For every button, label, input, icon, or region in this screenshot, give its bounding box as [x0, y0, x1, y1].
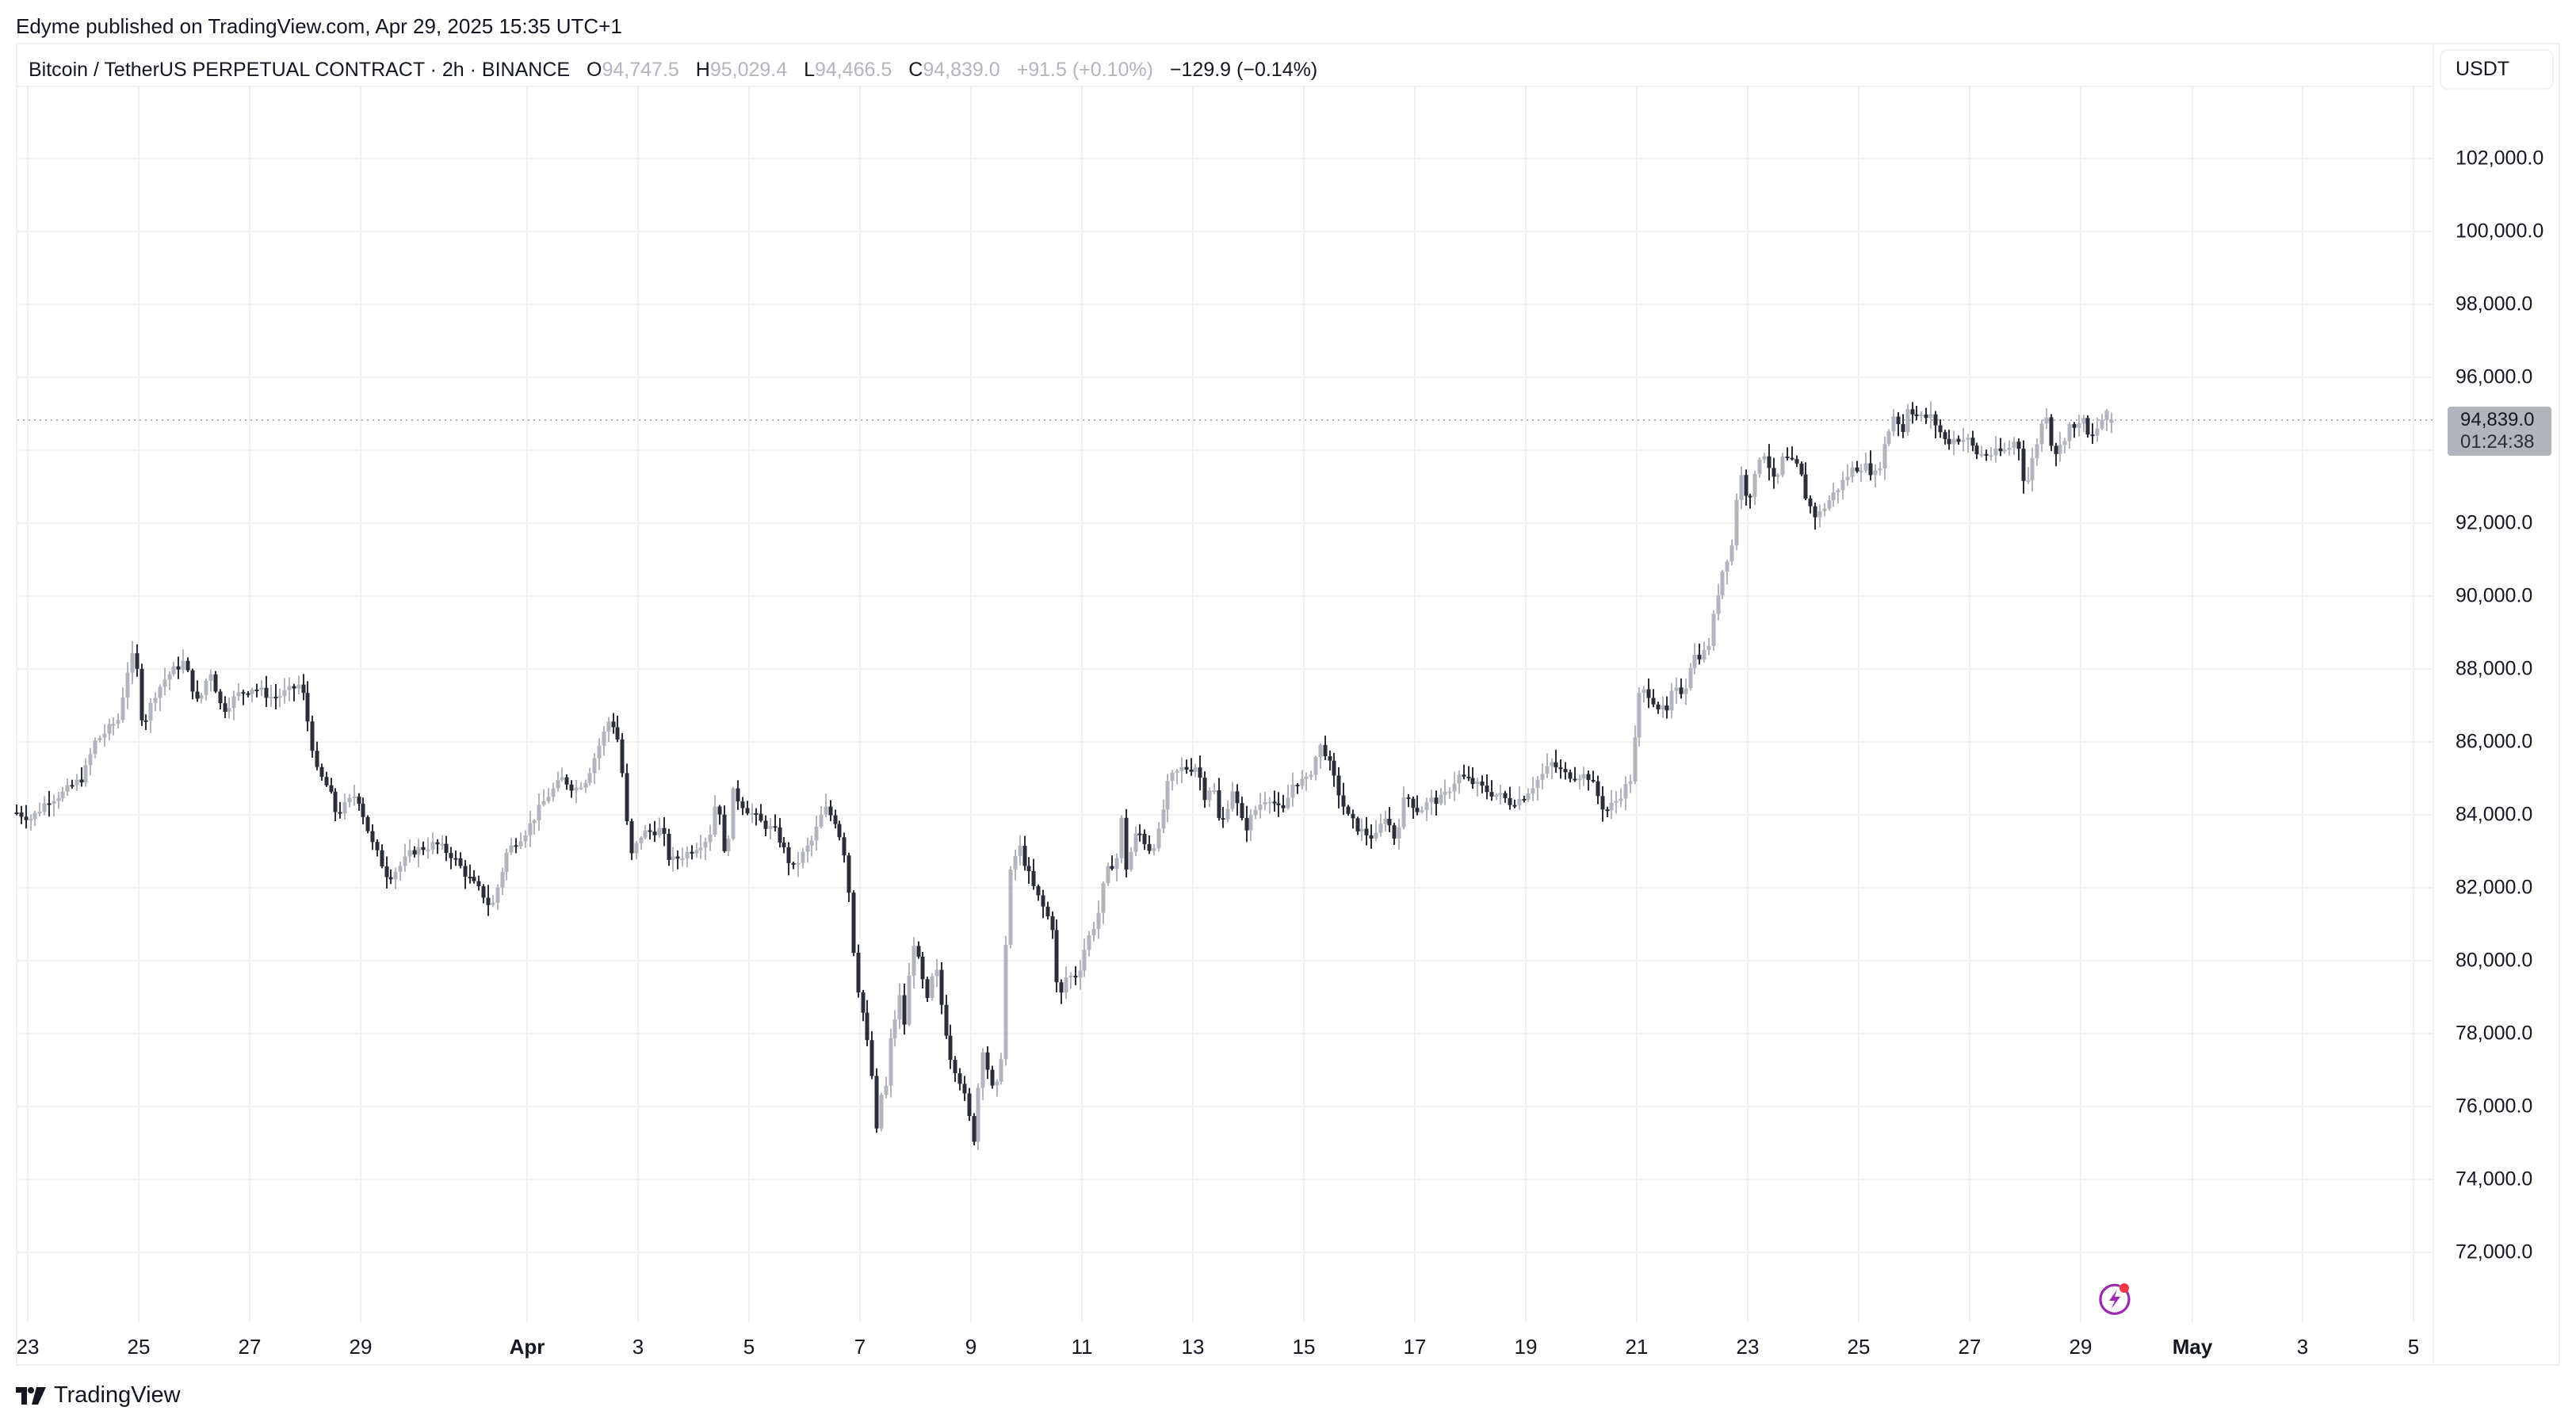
date-axis-label: 9 — [965, 1335, 977, 1359]
price-axis-label: 78,000.0 — [2456, 1022, 2533, 1045]
date-axis-label: 27 — [238, 1335, 262, 1359]
price-axis-label: 72,000.0 — [2456, 1240, 2533, 1263]
price-axis-label: 96,000.0 — [2456, 365, 2533, 388]
price-axis-label: 76,000.0 — [2456, 1095, 2533, 1118]
date-axis-label: 13 — [1181, 1335, 1205, 1359]
date-axis-label: 25 — [1847, 1335, 1871, 1359]
date-axis-label: 27 — [1958, 1335, 1982, 1359]
chart-grid — [17, 86, 2433, 1323]
close-value: 94,839.0 — [923, 59, 1000, 81]
date-axis-label: 7 — [854, 1335, 866, 1359]
date-axis-label: 5 — [743, 1335, 755, 1359]
price-axis-label: 102,000.0 — [2456, 147, 2544, 170]
date-axis-label: 21 — [1625, 1335, 1649, 1359]
last-price-value: 94,839.0 — [2460, 409, 2535, 430]
date-axis-label: May — [2172, 1335, 2213, 1359]
tradingview-logo-text: TradingView — [54, 1382, 181, 1408]
date-axis-label: 29 — [349, 1335, 373, 1359]
tradingview-logo-icon — [16, 1386, 46, 1405]
indicator-change-value: −129.9 (−0.14%) — [1169, 59, 1318, 81]
price-axis-label: 80,000.0 — [2456, 949, 2533, 972]
price-axis-label: 98,000.0 — [2456, 292, 2533, 315]
date-axis-label: Apr — [509, 1335, 545, 1359]
bar-countdown: 01:24:38 — [2460, 431, 2535, 453]
date-axis-label: 29 — [2069, 1335, 2093, 1359]
date-axis-label: 25 — [127, 1335, 151, 1359]
last-price-label: 94,839.0 01:24:38 — [2448, 407, 2551, 456]
date-axis-label: 23 — [16, 1335, 40, 1359]
price-axis-label: 100,000.0 — [2456, 220, 2544, 243]
price-axis-label: 86,000.0 — [2456, 730, 2533, 753]
low-label: L — [804, 59, 815, 81]
symbol-legend: Bitcoin / TetherUS PERPETUAL CONTRACT · … — [29, 59, 1317, 82]
tradingview-logo[interactable]: TradingView — [16, 1382, 181, 1409]
chart-frame — [16, 43, 2560, 1366]
open-value: 94,747.5 — [602, 59, 679, 81]
high-label: H — [695, 59, 710, 81]
candles — [14, 401, 2114, 1151]
price-axis-label: 82,000.0 — [2456, 876, 2533, 899]
date-axis-label: 3 — [2296, 1335, 2309, 1359]
price-axis-label: 90,000.0 — [2456, 584, 2533, 607]
lightning-bolt-icon[interactable] — [2096, 1281, 2133, 1317]
date-axis-label: 11 — [1071, 1335, 1093, 1359]
publish-line: Edyme published on TradingView.com, Apr … — [16, 14, 622, 38]
price-axis-label: 84,000.0 — [2456, 803, 2533, 826]
date-axis-label: 5 — [2407, 1335, 2420, 1359]
low-value: 94,466.5 — [815, 59, 892, 81]
price-axis-label: 92,000.0 — [2456, 511, 2533, 534]
price-axis-label: 74,000.0 — [2456, 1168, 2533, 1191]
date-axis-label: 17 — [1403, 1335, 1427, 1359]
date-axis-label: 19 — [1514, 1335, 1538, 1359]
symbol-title[interactable]: Bitcoin / TetherUS PERPETUAL CONTRACT · … — [29, 59, 571, 81]
price-axis-label: 88,000.0 — [2456, 657, 2533, 680]
high-value: 95,029.4 — [709, 59, 788, 81]
date-axis-label: 3 — [632, 1335, 644, 1359]
date-axis-label: 23 — [1736, 1335, 1760, 1359]
currency-button[interactable]: USDT — [2440, 49, 2554, 90]
close-label: C — [908, 59, 923, 81]
open-label: O — [587, 59, 602, 81]
change-value: +91.5 (+0.10%) — [1016, 59, 1153, 81]
date-axis-label: 15 — [1292, 1335, 1316, 1359]
